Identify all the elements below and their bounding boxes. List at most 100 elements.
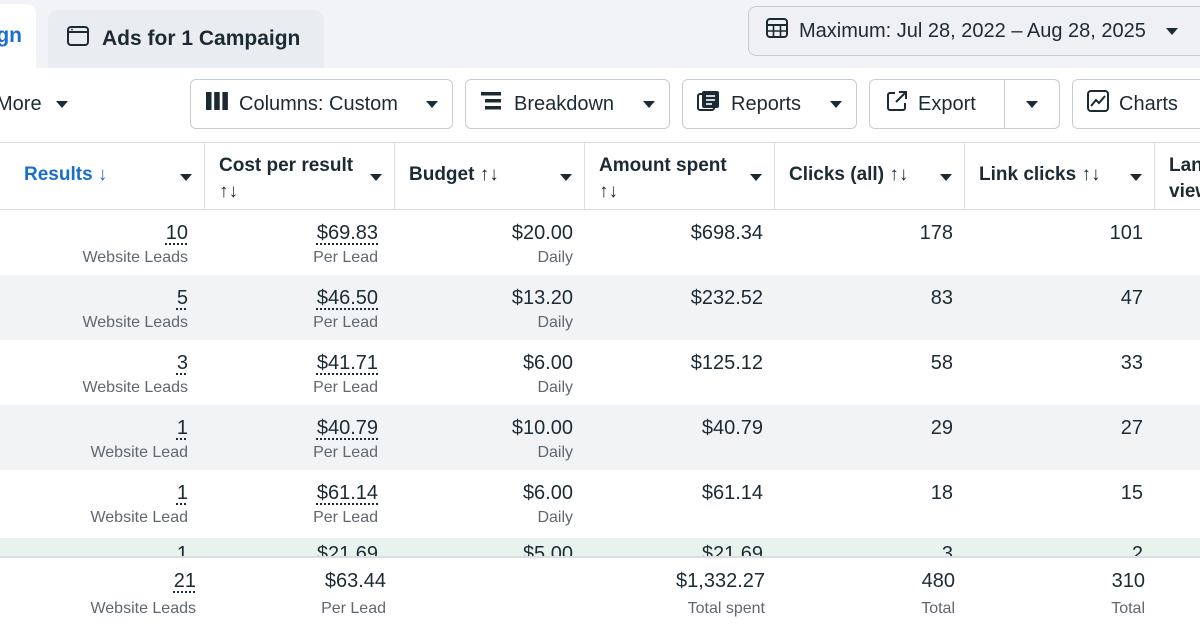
- results-type: Website Leads: [82, 379, 188, 396]
- cost-per-result-value[interactable]: $61.14: [316, 482, 378, 504]
- amount-spent-value: $232.52: [690, 287, 763, 309]
- column-header-budget[interactable]: Budget ↑↓: [395, 143, 585, 210]
- column-header-link-clicks[interactable]: Link clicks ↑↓: [965, 143, 1155, 210]
- results-value[interactable]: 10: [165, 222, 188, 244]
- link-clicks-value: 33: [1120, 352, 1143, 374]
- budget-value: $6.00: [522, 482, 573, 504]
- amount-spent-value: $698.34: [690, 222, 763, 244]
- total-results-type: Website Leads: [90, 600, 196, 617]
- export-button[interactable]: Export: [870, 80, 1005, 128]
- results-value[interactable]: 1: [176, 417, 188, 439]
- sort-icon: ↑↓: [219, 181, 238, 202]
- amount-spent-value: $21.69: [701, 543, 763, 556]
- chevron-down-icon[interactable]: [750, 174, 762, 181]
- table-row[interactable]: 1 Website Lead $40.79 Per Lead $10.00 Daily…: [0, 405, 1200, 470]
- table-row[interactable]: 5 Website Leads $46.50 Per Lead $13.20 Dail…: [0, 275, 1200, 340]
- chevron-down-icon: [426, 100, 438, 108]
- toolbar: More Columns: Custom Breakdown Reports E…: [0, 68, 1200, 142]
- table-row[interactable]: 3 Website Leads $41.71 Per Lead $6.00 Daily…: [0, 340, 1200, 405]
- column-header-amount-spent[interactable]: Amount spent ↑↓: [585, 143, 775, 210]
- cost-per-result-value[interactable]: $21.69: [316, 543, 378, 556]
- chevron-down-icon: [55, 100, 68, 108]
- column-header-label: Amount spent: [599, 155, 727, 176]
- date-range-picker[interactable]: Maximum: Jul 28, 2022 – Aug 28, 2025: [748, 6, 1200, 56]
- total-cost-per-result-unit: Per Lead: [321, 600, 386, 617]
- column-header-label-line2: view: [1169, 181, 1200, 202]
- chevron-down-icon[interactable]: [560, 174, 572, 181]
- link-clicks-value: 27: [1120, 417, 1143, 439]
- chart-line-icon: [1087, 90, 1109, 118]
- column-header-label: Cost per result: [219, 155, 354, 176]
- export-dropdown-button[interactable]: [1005, 80, 1059, 128]
- breakdown-button[interactable]: Breakdown: [465, 79, 670, 129]
- tab-campaign[interactable]: gn: [0, 4, 36, 68]
- link-clicks-value: 47: [1120, 287, 1143, 309]
- more-button[interactable]: More: [0, 89, 68, 119]
- reports-icon: [697, 90, 721, 118]
- cost-per-result-value[interactable]: $46.50: [316, 287, 378, 309]
- tab-campaign-label: gn: [0, 24, 22, 47]
- total-clicks-label: Total: [921, 600, 955, 617]
- amount-spent-value: $40.79: [701, 417, 763, 439]
- columns-label: Columns: Custom: [239, 92, 398, 115]
- total-results-value: 21: [173, 570, 196, 592]
- columns-button[interactable]: Columns: Custom: [190, 79, 453, 129]
- tab-ads-label: Ads for 1 Campaign: [102, 27, 301, 50]
- total-link-clicks: 310: [1111, 570, 1145, 592]
- total-cost-per-result: $63.44: [324, 570, 386, 592]
- column-header-clicks-all[interactable]: Clicks (all) ↑↓: [775, 143, 965, 210]
- cost-per-result-unit: Per Lead: [313, 249, 378, 266]
- budget-type: Daily: [537, 249, 573, 266]
- cost-per-result-unit: Per Lead: [313, 509, 378, 526]
- results-type: Website Leads: [82, 314, 188, 331]
- reports-label: Reports: [731, 92, 802, 115]
- results-value[interactable]: 5: [176, 287, 188, 309]
- sort-icon: ↑↓: [599, 181, 618, 202]
- chevron-down-icon: [1165, 27, 1178, 35]
- column-header-cost-per-result[interactable]: Cost per result ↑↓: [205, 143, 395, 210]
- total-amount-spent-label: Total spent: [687, 600, 765, 617]
- date-range-label: Maximum: Jul 28, 2022 – Aug 28, 2025: [799, 19, 1146, 42]
- budget-value: $13.20: [511, 287, 573, 309]
- clicks-value: 178: [919, 222, 953, 244]
- columns-icon: [205, 90, 229, 118]
- results-value[interactable]: 3: [176, 352, 188, 374]
- chevron-down-icon: [1026, 100, 1038, 108]
- total-clicks: 480: [921, 570, 955, 592]
- cost-per-result-unit: Per Lead: [313, 444, 378, 461]
- ads-table: Results ↓ Cost per result ↑↓ Budget ↑↓ A…: [0, 142, 1200, 643]
- cost-per-result-value[interactable]: $41.71: [316, 352, 378, 374]
- charts-button[interactable]: Charts: [1072, 79, 1200, 129]
- budget-value: $10.00: [511, 417, 573, 439]
- chevron-down-icon[interactable]: [180, 174, 192, 181]
- column-header-landing-page-views[interactable]: Lan view: [1155, 143, 1200, 210]
- column-header-label: Results ↓: [24, 164, 108, 185]
- budget-type: Daily: [537, 379, 573, 396]
- budget-value: $20.00: [511, 222, 573, 244]
- clicks-value: 18: [930, 482, 953, 504]
- export-button-group: Export: [869, 79, 1060, 129]
- results-value[interactable]: 1: [176, 482, 188, 504]
- table-row-partial[interactable]: 1 $21.69 $5.00 $21.69 3 2: [0, 538, 1200, 556]
- reports-button[interactable]: Reports: [682, 79, 857, 129]
- chevron-down-icon[interactable]: [370, 174, 382, 181]
- charts-label: Charts: [1119, 92, 1178, 115]
- cost-per-result-value[interactable]: $40.79: [316, 417, 378, 439]
- link-clicks-value: 15: [1120, 482, 1143, 504]
- breakdown-label: Breakdown: [514, 92, 615, 115]
- results-type: Website Leads: [82, 249, 188, 266]
- table-row[interactable]: 1 Website Lead $61.14 Per Lead $6.00 Daily …: [0, 470, 1200, 535]
- amount-spent-value: $61.14: [701, 482, 763, 504]
- more-label: More: [0, 92, 42, 115]
- column-header-results[interactable]: Results ↓: [0, 143, 205, 210]
- cost-per-result-unit: Per Lead: [313, 314, 378, 331]
- column-header-label: Link clicks ↑↓: [979, 164, 1101, 185]
- results-value[interactable]: 1: [176, 543, 188, 556]
- chevron-down-icon[interactable]: [940, 174, 952, 181]
- table-row[interactable]: 10 Website Leads $69.83 Per Lead $20.00 Dai…: [0, 210, 1200, 275]
- tab-ads[interactable]: Ads for 1 Campaign: [48, 10, 324, 68]
- chevron-down-icon[interactable]: [1130, 174, 1142, 181]
- cost-per-result-value[interactable]: $69.83: [316, 222, 378, 244]
- budget-type: Daily: [537, 509, 573, 526]
- clicks-value: 29: [930, 417, 953, 439]
